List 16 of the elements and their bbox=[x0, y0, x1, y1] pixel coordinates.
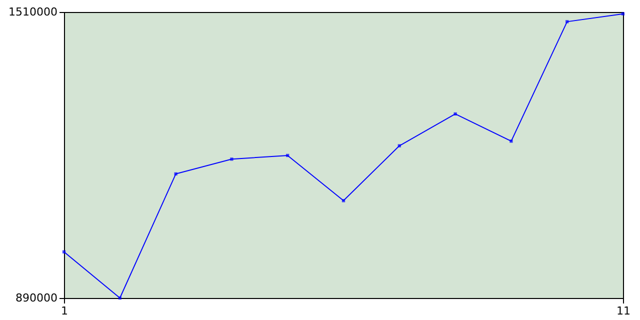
point bbox=[174, 172, 178, 176]
x-tick-label: 11 bbox=[616, 304, 630, 318]
x-tick-label: 1 bbox=[61, 304, 68, 318]
point bbox=[621, 12, 625, 16]
point bbox=[286, 154, 290, 158]
point bbox=[510, 140, 513, 143]
y-tick-label: 1510000 bbox=[8, 6, 58, 18]
point bbox=[454, 112, 457, 116]
point bbox=[62, 250, 66, 254]
point bbox=[398, 144, 401, 148]
line-series bbox=[62, 12, 625, 300]
point bbox=[118, 296, 122, 300]
point bbox=[230, 158, 234, 161]
point bbox=[566, 20, 569, 24]
y-tick-label: 890000 bbox=[16, 292, 58, 304]
point bbox=[342, 199, 346, 202]
